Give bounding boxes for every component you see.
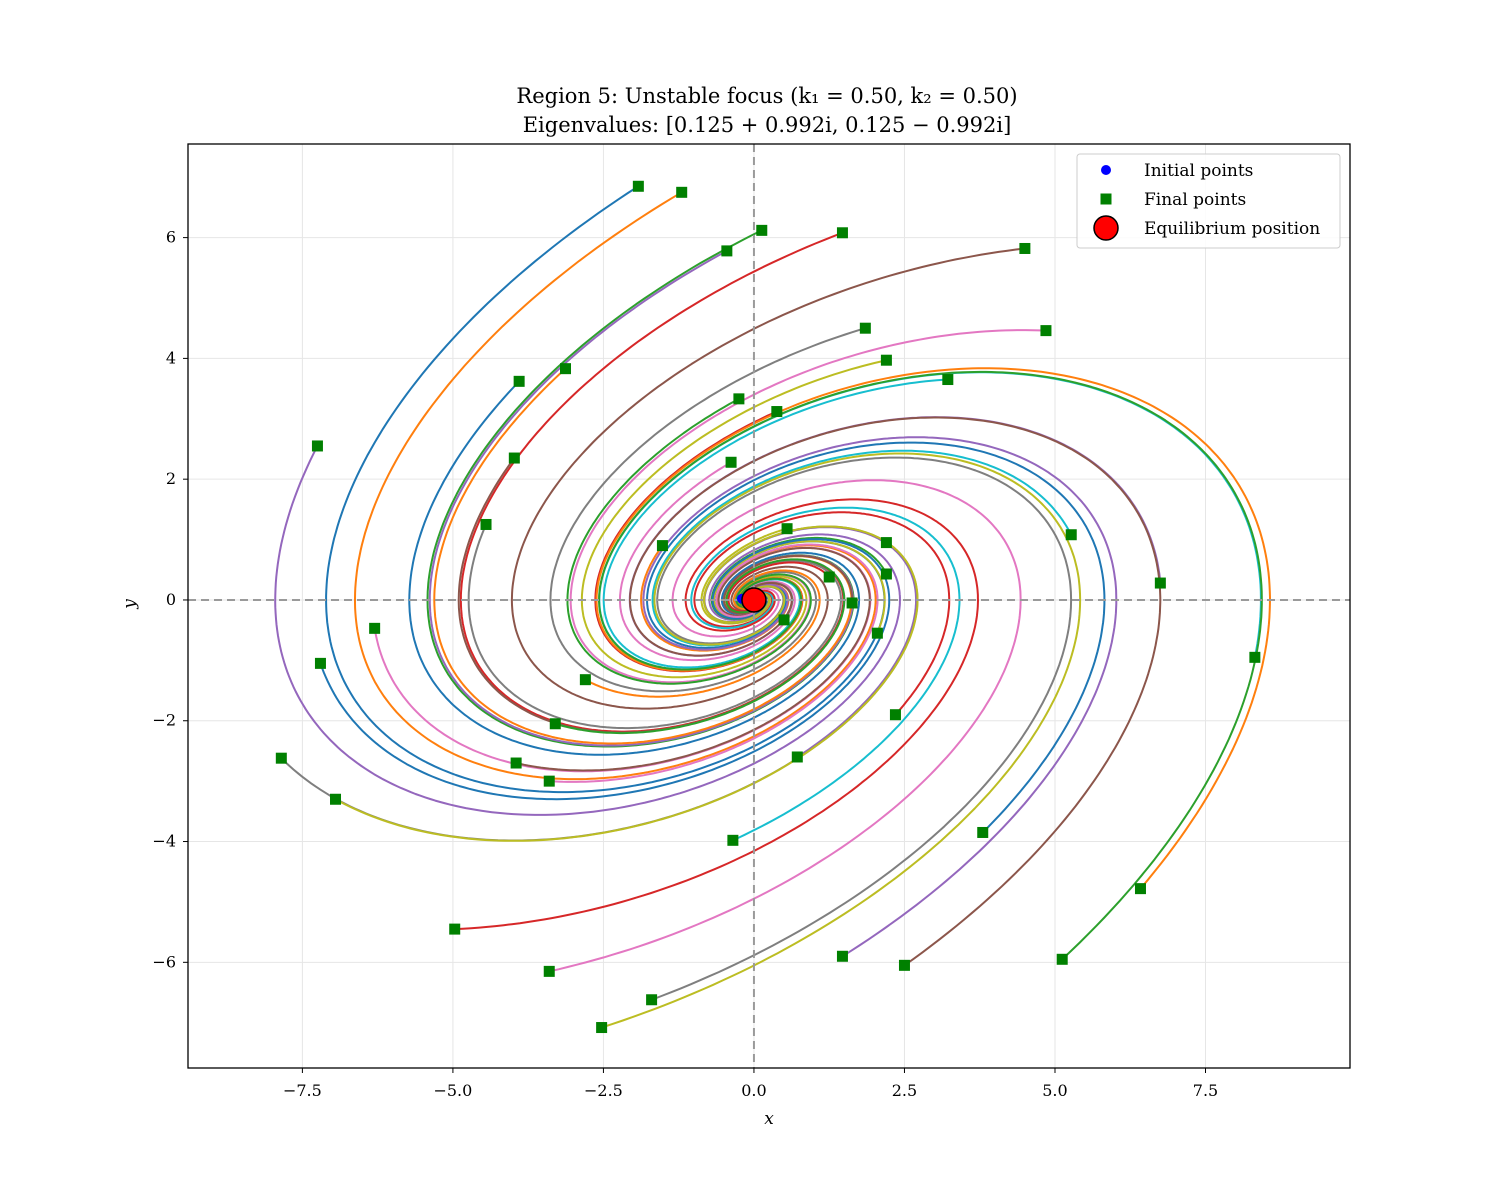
final-point-marker <box>314 657 326 669</box>
final-point-marker <box>275 752 287 764</box>
y-tick-label: 2 <box>166 469 176 488</box>
legend-equilibrium-label: Equilibrium position <box>1144 219 1320 239</box>
legend-initial-label: Initial points <box>1144 161 1253 181</box>
final-point-marker <box>721 245 733 257</box>
final-point-marker <box>889 709 901 721</box>
final-point-marker <box>1056 953 1068 965</box>
final-point-marker <box>727 834 739 846</box>
y-tick-label: −2 <box>152 711 176 730</box>
x-tick-label: −7.5 <box>283 1081 322 1100</box>
final-point-marker <box>1019 242 1031 254</box>
y-tick-label: 4 <box>166 348 176 367</box>
final-point-marker <box>543 965 555 977</box>
final-point-marker <box>1040 325 1052 337</box>
final-point-marker <box>632 180 644 192</box>
x-tick-label: −2.5 <box>584 1081 623 1100</box>
point-markers <box>275 180 1261 1034</box>
final-point-marker <box>508 452 520 464</box>
chart-title-line-2: Eigenvalues: [0.125 + 0.992i, 0.125 − 0.… <box>523 113 1012 137</box>
final-point-marker <box>880 354 892 366</box>
legend: Initial points Final points Equilibrium … <box>1076 153 1341 249</box>
x-axis-label: x <box>764 1109 774 1129</box>
final-point-marker <box>449 923 461 935</box>
final-point-marker <box>330 793 342 805</box>
final-point-marker <box>1134 883 1146 895</box>
final-point-marker <box>656 540 668 552</box>
final-point-marker <box>311 440 323 452</box>
plot-frame <box>187 143 1351 1069</box>
final-point-marker <box>1249 651 1261 663</box>
final-point-marker <box>725 456 737 468</box>
axis-ticks: −7.5 −5.0 −2.5 0.0 2.5 5.0 7.5 −6 −4 −2 0 2 4 6 <box>152 228 1218 1100</box>
final-point-marker <box>596 1022 608 1034</box>
final-point-marker <box>510 757 522 769</box>
x-tick-label: 7.5 <box>1193 1081 1218 1100</box>
final-point-marker <box>823 571 835 583</box>
final-point-marker <box>559 363 571 375</box>
legend-initial-marker <box>1101 165 1111 175</box>
x-tick-label: 0.0 <box>741 1081 766 1100</box>
y-axis-label: y <box>120 599 140 610</box>
y-tick-label: −4 <box>152 832 176 851</box>
final-point-marker <box>1065 529 1077 541</box>
final-point-marker <box>646 994 658 1006</box>
final-point-marker <box>1154 577 1166 589</box>
final-point-marker <box>771 406 783 418</box>
final-point-marker <box>871 627 883 639</box>
y-tick-label: 0 <box>166 590 176 609</box>
final-point-marker <box>733 393 745 405</box>
final-point-marker <box>836 950 848 962</box>
final-point-marker <box>898 959 910 971</box>
final-point-marker <box>579 674 591 686</box>
final-point-marker <box>791 751 803 763</box>
equilibrium-marker <box>741 587 767 613</box>
y-tick-label: −6 <box>152 952 176 971</box>
x-tick-label: 5.0 <box>1042 1081 1067 1100</box>
y-tick-label: 6 <box>166 228 176 247</box>
legend-final-label: Final points <box>1144 190 1246 210</box>
final-point-marker <box>549 718 561 730</box>
final-point-marker <box>880 568 892 580</box>
legend-final-marker <box>1100 193 1112 205</box>
final-point-marker <box>778 614 790 626</box>
x-tick-label: −5.0 <box>433 1081 472 1100</box>
final-point-marker <box>676 186 688 198</box>
final-point-marker <box>846 597 858 609</box>
final-point-marker <box>513 375 525 387</box>
x-tick-label: 2.5 <box>892 1081 917 1100</box>
final-point-marker <box>977 826 989 838</box>
final-point-marker <box>859 322 871 334</box>
final-point-marker <box>756 224 768 236</box>
final-point-marker <box>880 537 892 549</box>
legend-box <box>1076 153 1341 249</box>
final-point-marker <box>942 374 954 386</box>
final-point-marker <box>781 523 793 535</box>
chart-title-line-1: Region 5: Unstable focus (k₁ = 0.50, k₂ … <box>516 84 1017 108</box>
final-point-marker <box>480 518 492 530</box>
legend-equilibrium-marker <box>1093 215 1119 241</box>
final-point-marker <box>369 622 381 634</box>
final-point-marker <box>836 227 848 239</box>
final-point-marker <box>543 775 555 787</box>
